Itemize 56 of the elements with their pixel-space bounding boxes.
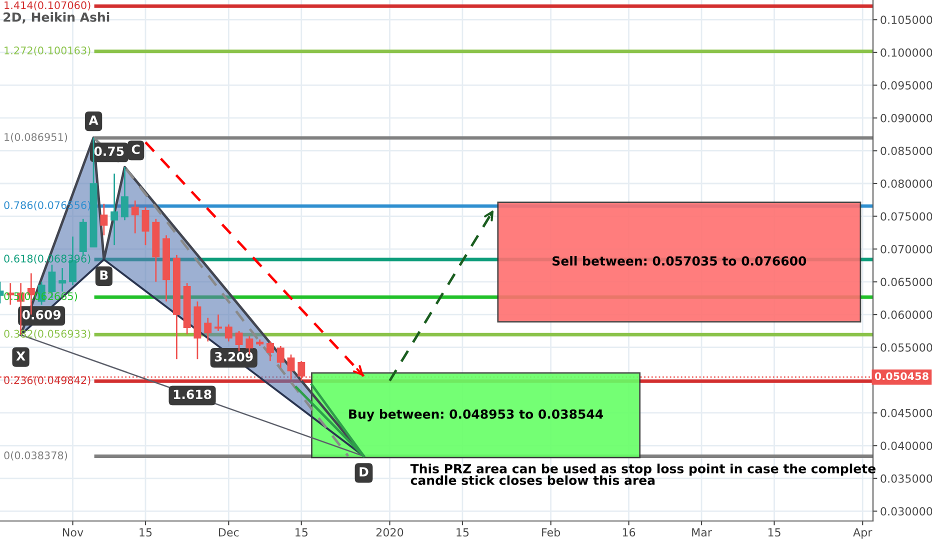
candlestick [58, 267, 66, 292]
ref-line-label: 0.050458 [874, 372, 928, 380]
candlestick [235, 330, 243, 352]
ref-line-label: 0.236(0.049842) [4, 376, 90, 386]
y-tick-label: 0.070000 [880, 245, 932, 254]
y-tick-label: 0.095000 [880, 81, 932, 90]
y-tick-label: 0.060000 [880, 310, 932, 319]
x-tick-label: Apr [853, 528, 872, 539]
annotation: A [88, 116, 98, 125]
y-tick-label: 0.090000 [880, 114, 932, 122]
y-tick-label: 0.045000 [880, 408, 932, 418]
y-tick-label: 0.030000 [880, 507, 932, 516]
candlestick [204, 317, 212, 342]
x-tick-label: 15 [456, 528, 469, 537]
x-tick-label: Mar [692, 528, 712, 537]
y-tick-label: 0.080000 [880, 179, 932, 188]
y-tick-label: 0.105000 [880, 16, 932, 24]
candlestick [120, 166, 128, 221]
y-tick-label: 0.065000 [880, 278, 932, 286]
annotation: 0.75 [94, 146, 124, 156]
annotation: 0.609 [22, 310, 61, 320]
annotation: D [360, 467, 368, 476]
x-tick-label: Nov [62, 528, 84, 537]
y-tick-label: 0.055000 [880, 343, 932, 352]
candlestick [214, 314, 222, 332]
y-tick-label: 0.040000 [880, 442, 932, 450]
annotation: Buy between: 0.048953 to 0.038544 [349, 409, 604, 422]
x-tick-label: 15 [768, 528, 780, 537]
y-tick-label: 0.100000 [880, 48, 932, 57]
candlestick [224, 324, 232, 342]
x-tick-label: 15 [140, 528, 152, 537]
candlestick [142, 206, 150, 246]
y-tick-label: 0.035000 [880, 474, 932, 483]
y-tick-label: 0.075000 [880, 212, 932, 221]
candlestick [100, 203, 108, 236]
ref-line-label: 1.414(0.107060) [4, 1, 90, 10]
annotation: 1.618 [174, 390, 212, 400]
x-tick-label: 16 [622, 528, 636, 537]
ref-line-label: 1(0.086951) [4, 132, 68, 142]
x-tick-label: 15 [296, 528, 308, 537]
ref-line-label: 0(0.038378) [4, 451, 68, 461]
annotation: Sell between: 0.057035 to 0.076600 [552, 256, 806, 266]
x-tick-label: Dec [218, 528, 239, 537]
candlestick [110, 172, 118, 246]
y-tick-label: 0.085000 [880, 146, 932, 156]
annotation: 3.209 [214, 352, 253, 362]
x-tick-label: Feb [542, 528, 560, 537]
ref-line-label: 1.272(0.100163) [4, 46, 90, 56]
annotation: B [100, 270, 108, 280]
x-tick-label: 2020 [376, 528, 404, 537]
annotation: X [16, 351, 26, 361]
candlestick [276, 345, 284, 368]
annotation: C [132, 144, 140, 154]
candlestick [131, 200, 139, 234]
candlestick [266, 340, 274, 362]
text: 2D, Heikin Ashi [4, 12, 110, 24]
